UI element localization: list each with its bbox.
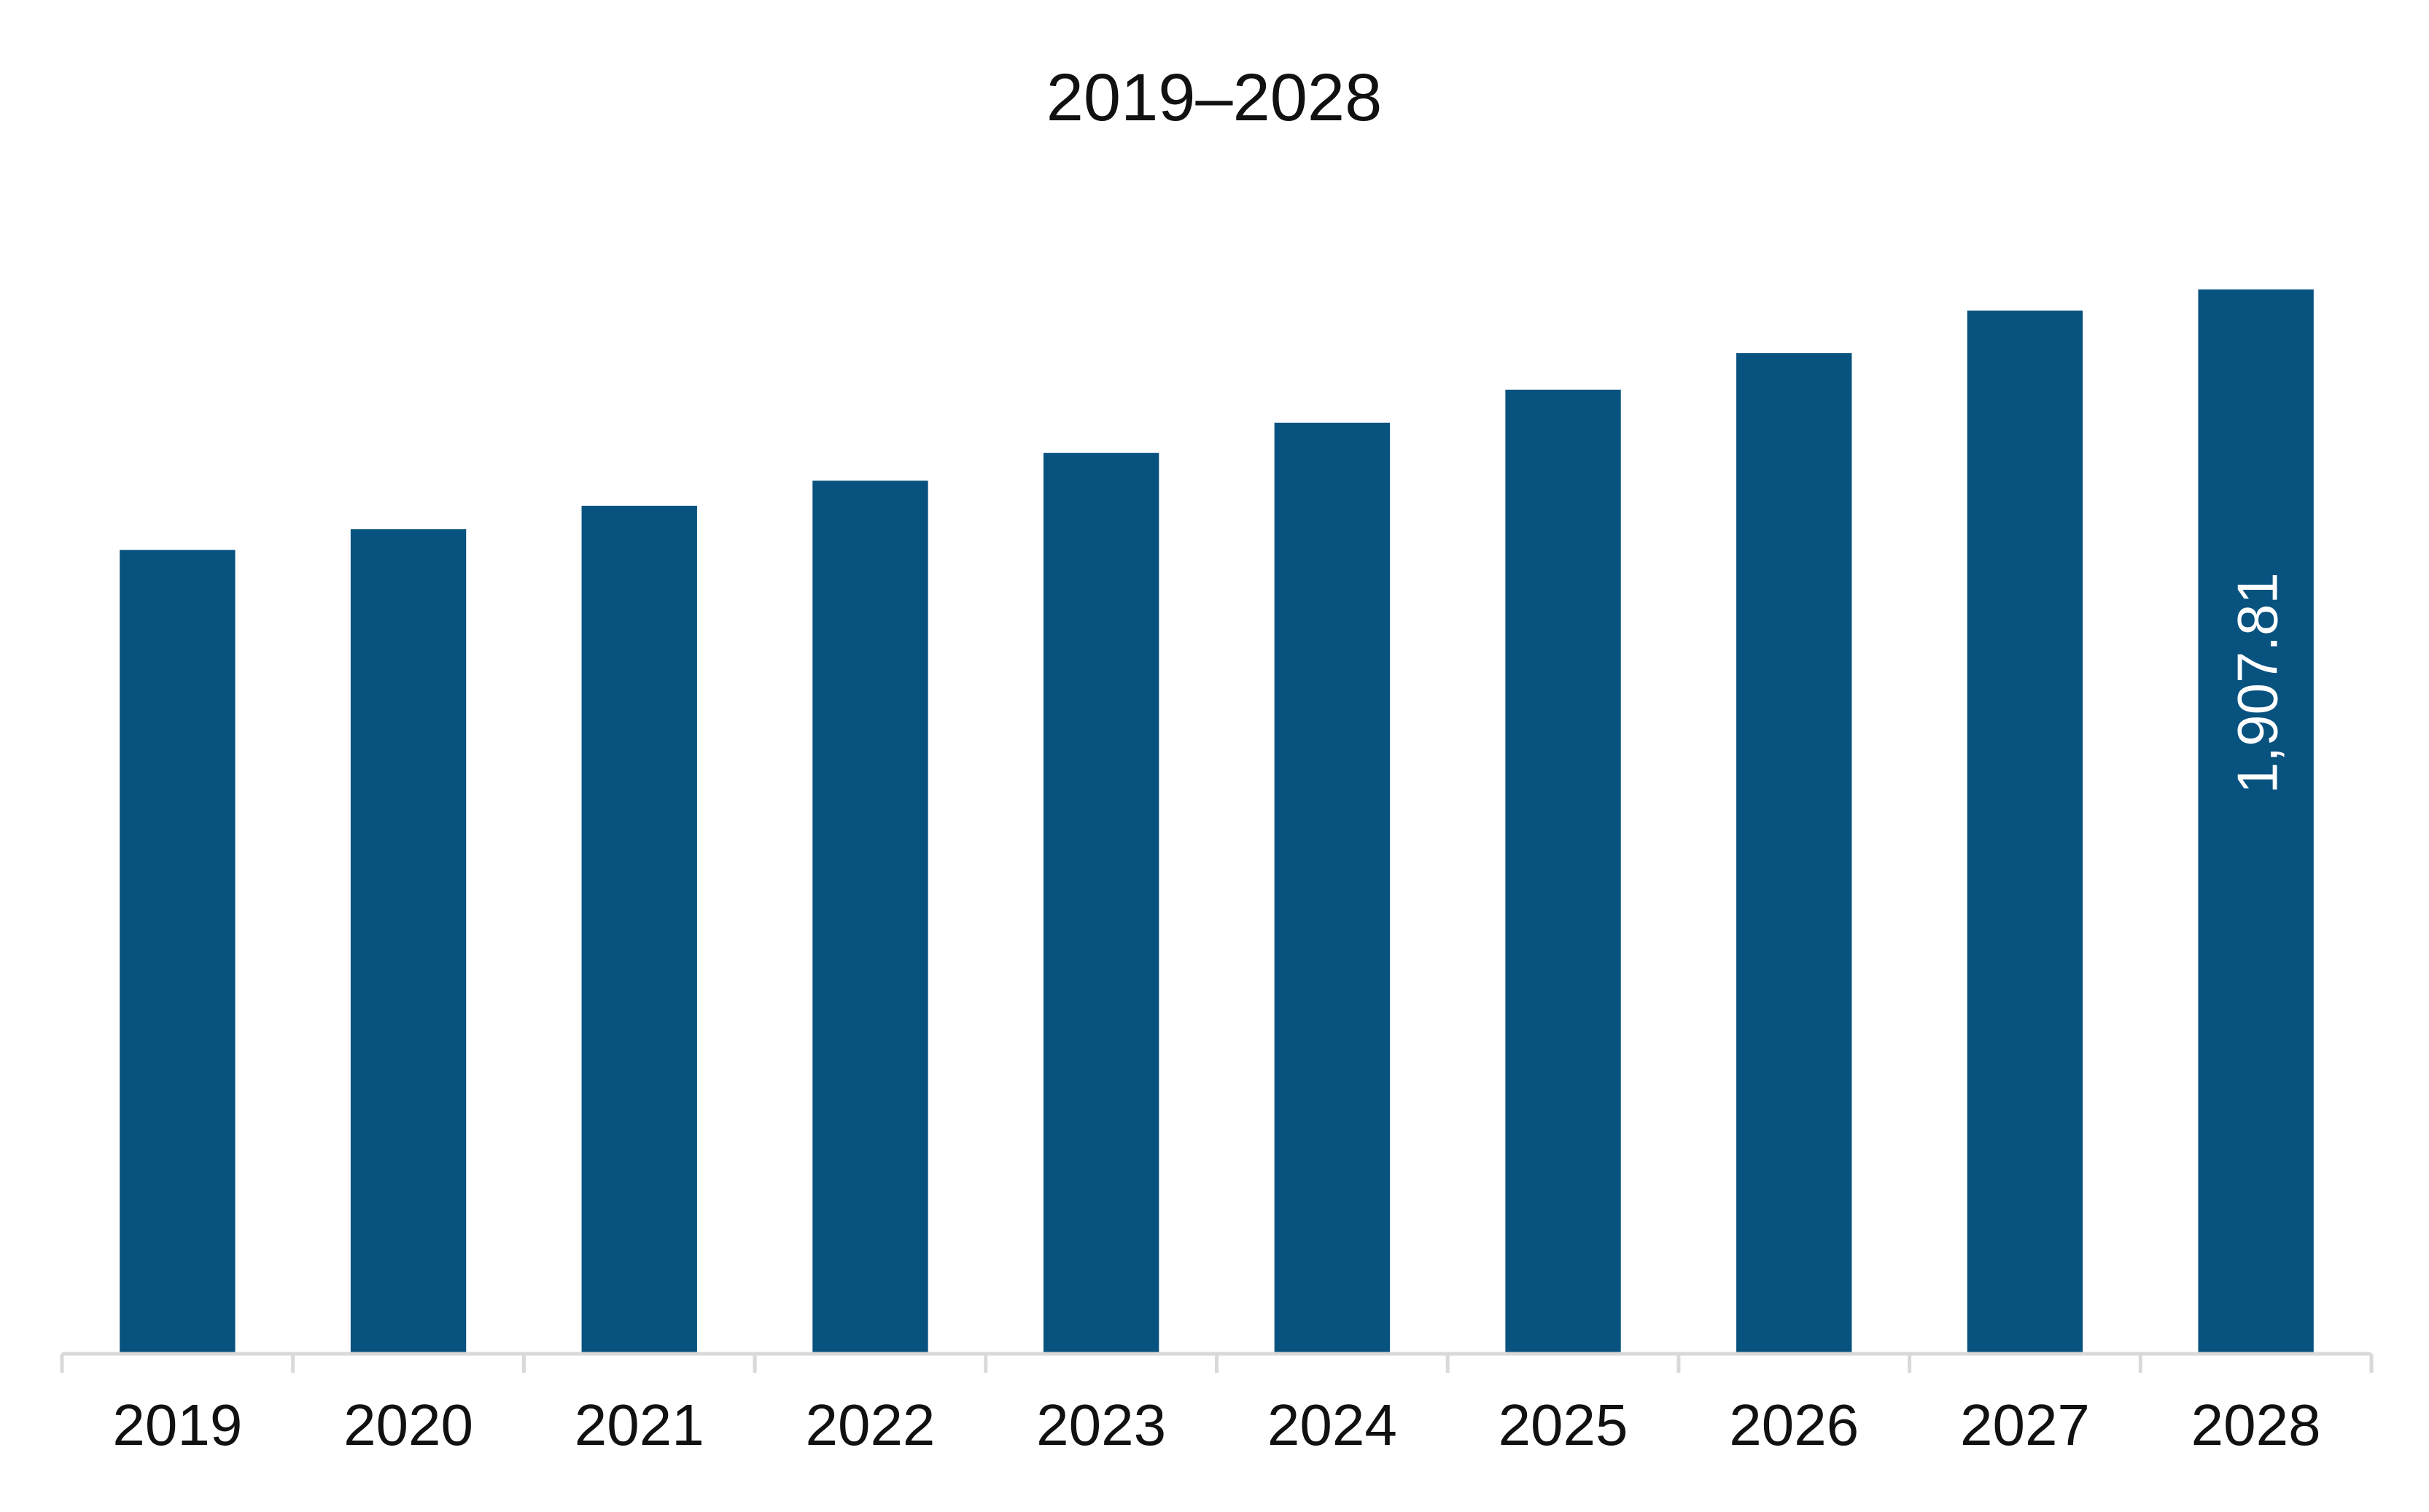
bar-2023 (1043, 453, 1159, 1354)
x-tick-label-2021: 2021 (575, 1392, 704, 1457)
bar-2025 (1505, 389, 1621, 1354)
bars-layer (120, 289, 2314, 1355)
x-tick-label-2026: 2026 (1729, 1392, 1859, 1457)
bar-2028 (2198, 289, 2314, 1355)
x-tick-label-2023: 2023 (1036, 1392, 1166, 1457)
x-tick-label-2019: 2019 (112, 1392, 242, 1457)
x-tick-label-2028: 2028 (2191, 1392, 2321, 1457)
data-label-2028: 1,907.81 (2226, 572, 2290, 794)
bar-2027 (1967, 311, 2083, 1354)
x-tick-label-2027: 2027 (1960, 1392, 2090, 1457)
x-tick-label-2020: 2020 (343, 1392, 473, 1457)
x-tick-label-2025: 2025 (1499, 1392, 1628, 1457)
bar-2021 (581, 505, 697, 1354)
bar-2019 (120, 550, 236, 1354)
bar-2020 (350, 529, 467, 1355)
data-labels: 1,907.81 (2226, 572, 2290, 794)
x-axis-tick-labels: 2019 2020 2021 2022 2023 2024 2025 2026 2027 2028 (112, 1392, 2320, 1457)
bar-2022 (812, 480, 928, 1355)
bar-2026 (1736, 353, 1852, 1355)
x-tick-label-2022: 2022 (805, 1392, 935, 1457)
x-axis-ticks (60, 1354, 2374, 1373)
chart-title: 2019–2028 (1046, 61, 1383, 135)
bar-2024 (1274, 422, 1391, 1354)
x-tick-label-2024: 2024 (1267, 1392, 1397, 1457)
